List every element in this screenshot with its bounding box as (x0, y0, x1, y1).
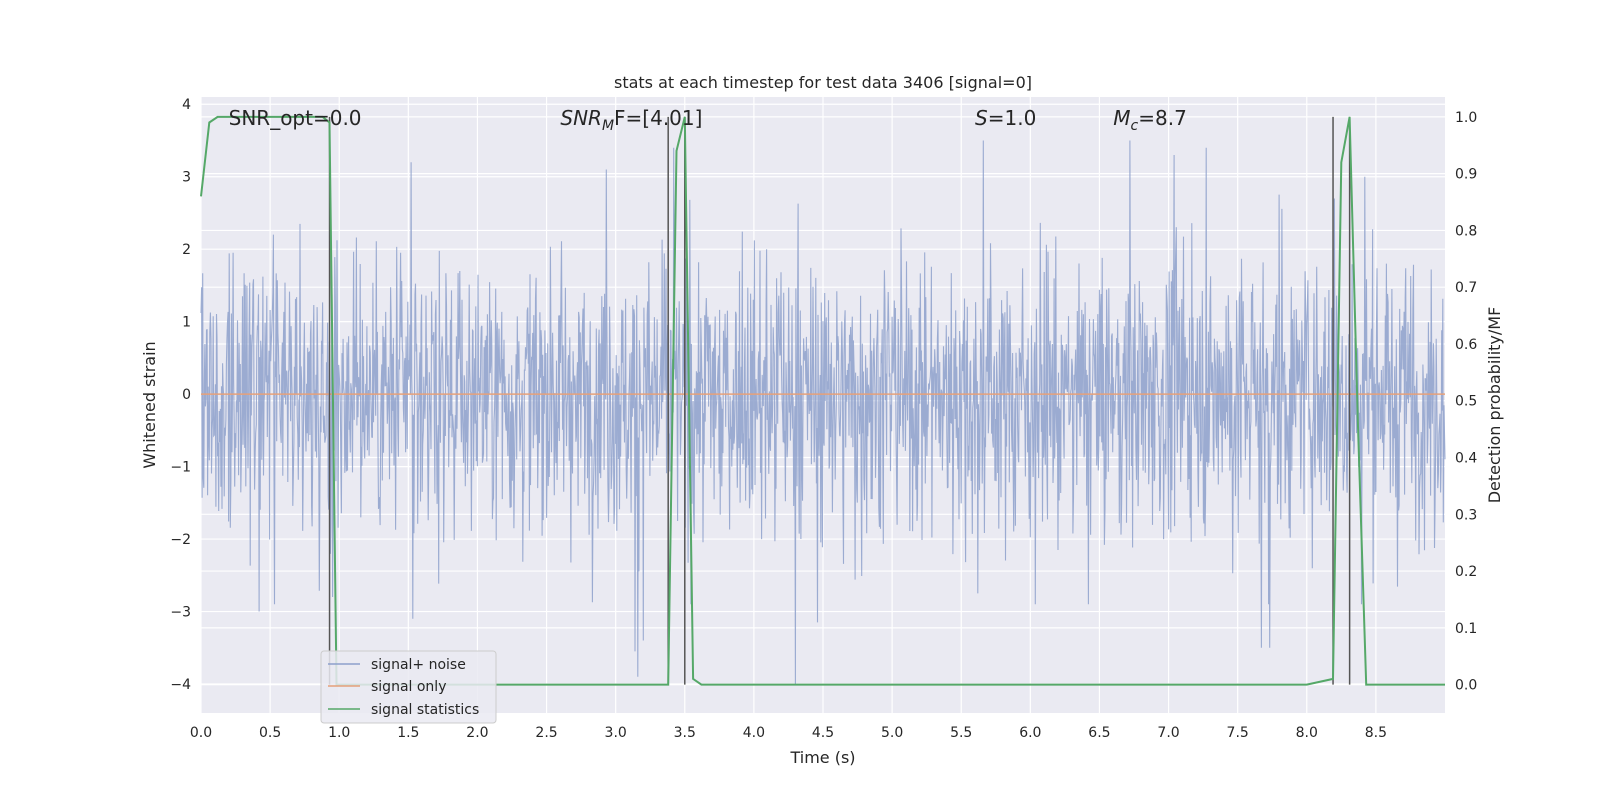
y-axis-label-left: Whitened strain (140, 341, 159, 468)
x-tick-label: 3.5 (674, 725, 696, 741)
y-right-tick-label: 0.6 (1455, 337, 1477, 353)
legend-label-signal-statistics: signal statistics (371, 702, 479, 718)
x-tick-label: 6.0 (1019, 725, 1041, 741)
y-right-tick-label: 1.0 (1455, 110, 1477, 126)
signal-statistics-line (200, 115, 1445, 686)
legend-label-signal-noise: signal+ noise (371, 657, 466, 673)
y-left-tick-label: 0 (182, 387, 191, 403)
y-right-tick-label: 0.9 (1455, 167, 1477, 183)
annotation-2: S=1.0 (975, 106, 1036, 130)
x-tick-label: 1.5 (397, 725, 419, 741)
y-left-tick-label: −4 (170, 677, 191, 693)
y-right-tick-label: 0.1 (1455, 621, 1477, 637)
annotation-3: Mc=8.7 (1113, 106, 1187, 134)
y-left-tick-label: 3 (182, 170, 191, 186)
x-tick-labels: 0.0 0.5 1.0 1.5 2.0 2.5 3.0 3.5 4.0 4.5 5.0 5.5 6.0 6… (190, 725, 1387, 741)
x-tick-label: 2.0 (466, 725, 488, 741)
y-left-tick-label: −1 (170, 460, 191, 476)
y-right-tick-label: 0.4 (1455, 451, 1477, 467)
y-right-tick-label: 0.8 (1455, 223, 1477, 239)
x-tick-label: 4.5 (812, 725, 834, 741)
legend: signal+ noise signal only signal statist… (320, 650, 497, 724)
y-axis-label-right: Detection probability/MF (1485, 307, 1504, 504)
y-right-tick-label: 0.7 (1455, 280, 1477, 296)
y-left-tick-label: −3 (170, 605, 191, 621)
annotation-0: SNR_opt=0.0 (229, 106, 362, 130)
annotation-1: SNRMF=[4.01] (560, 106, 702, 134)
series-signal-noise (200, 122, 1446, 685)
y-right-tick-label: 0.3 (1455, 507, 1477, 523)
y-left-tick-label: 2 (182, 242, 191, 258)
x-axis-label: Time (s) (789, 748, 855, 767)
x-tick-label: 3.0 (605, 725, 627, 741)
signal-noise-line (200, 122, 1446, 685)
x-tick-label: 5.0 (881, 725, 903, 741)
y-right-tick-label: 0.5 (1455, 394, 1477, 410)
annotations: SNR_opt=0.0 SNRMF=[4.01] S=1.0 Mc=8.7 (229, 106, 1187, 134)
x-tick-label: 7.5 (1227, 725, 1249, 741)
x-tick-label: 8.0 (1296, 725, 1318, 741)
y-right-tick-label: 0.2 (1455, 564, 1477, 580)
vertical-markers (328, 116, 1351, 685)
y-right-tick-label: 0.0 (1455, 678, 1477, 694)
legend-box (320, 650, 497, 724)
x-tick-label: 4.0 (743, 725, 765, 741)
series-signal-statistics (200, 115, 1445, 686)
x-tick-label: 7.0 (1157, 725, 1179, 741)
y-right-tick-labels: 0.0 0.1 0.2 0.3 0.4 0.5 0.6 0.7 0.8 0.9 1.0 (1455, 110, 1477, 694)
x-tick-label: 1.0 (328, 725, 350, 741)
x-tick-label: 0.0 (190, 725, 212, 741)
x-tick-label: 2.5 (535, 725, 557, 741)
chart-title: stats at each timestep for test data 340… (614, 73, 1032, 92)
x-tick-label: 8.5 (1365, 725, 1387, 741)
y-left-tick-label: −2 (170, 532, 191, 548)
x-tick-label: 0.5 (259, 725, 281, 741)
y-left-tick-label: 4 (182, 97, 191, 113)
legend-label-signal-only: signal only (371, 679, 446, 695)
y-left-tick-label: 1 (182, 315, 191, 331)
y-left-tick-labels: −4 −3 −2 −1 0 1 2 3 4 (170, 97, 191, 693)
x-tick-label: 5.5 (950, 725, 972, 741)
x-tick-label: 6.5 (1088, 725, 1110, 741)
